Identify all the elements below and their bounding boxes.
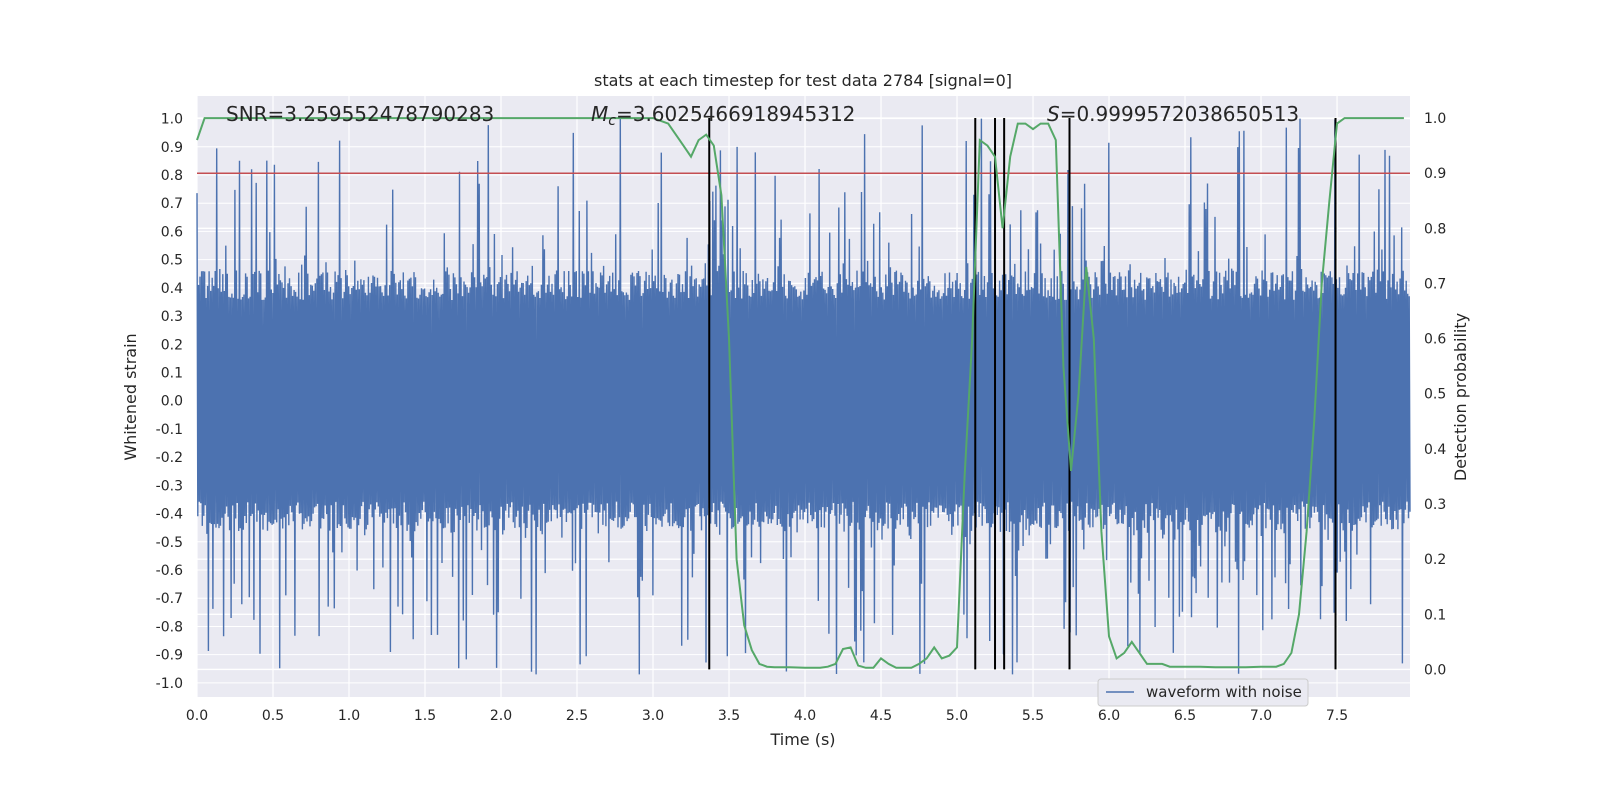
y-tick-label: 0.7 [161,196,183,212]
y-tick-label: 1.0 [161,112,183,128]
x-tick-label: 2.0 [490,708,512,724]
y-tick-label: -0.9 [156,648,183,664]
axis-tick-labels: 0.0 0.5 1.0 1.5 2.0 2.5 3.0 3.5 4.0 4.5 5.0 5.5 6.0 6… [156,111,1447,724]
x-tick-label: 1.5 [414,708,436,724]
chart-title: stats at each timestep for test data 278… [594,71,1012,90]
y-tick-label: 0.9 [161,140,183,156]
y-tick-label: 0.0 [161,394,183,410]
y-tick-label: -0.7 [156,591,183,607]
y-axis-right-label: Detection probability [1451,313,1470,481]
y-tick-label: 0.3 [161,309,183,325]
y-right-tick-label: 0.7 [1424,276,1446,292]
x-tick-label: 0.0 [186,708,208,724]
y-right-tick-label: 0.0 [1424,662,1446,678]
y-right-tick-label: 0.6 [1424,332,1446,348]
y-tick-label: 0.8 [161,168,183,184]
y-tick-label: -0.8 [156,619,183,635]
x-tick-label: 3.5 [718,708,740,724]
snr-annotation: SNR=3.259552478790283 [226,102,494,126]
y-tick-label: 0.5 [161,253,183,269]
x-tick-label: 0.5 [262,708,284,724]
probability-series [196,117,1404,669]
y-tick-label: -0.2 [156,450,183,466]
x-tick-label: 5.5 [1022,708,1044,724]
y-right-tick-label: 0.3 [1424,497,1446,513]
x-tick-label: 6.5 [1174,708,1196,724]
x-tick-label: 7.0 [1250,708,1272,724]
waveform-line [196,118,1411,675]
y-right-tick-label: 0.4 [1424,442,1446,458]
x-tick-label: 4.5 [870,708,892,724]
x-tick-label: 2.5 [566,708,588,724]
x-axis-label: Time (s) [769,730,835,749]
x-tick-label: 3.0 [642,708,664,724]
y-right-tick-label: 0.5 [1424,387,1446,403]
legend-box [1097,678,1309,707]
y-right-tick-label: 0.9 [1424,166,1446,182]
y-tick-label: 0.2 [161,337,183,353]
y-tick-label: -0.4 [156,507,183,523]
y-right-tick-label: 0.8 [1424,221,1446,237]
x-tick-label: 5.0 [946,708,968,724]
legend: waveform with noise [1097,678,1309,707]
score-annotation: S=0.9999572038650513 [1047,102,1299,126]
y-tick-label: -0.1 [156,422,183,438]
y-tick-label: -0.3 [156,478,183,494]
waveform-series [196,118,1411,675]
y-tick-label: 0.4 [161,281,183,297]
y-tick-label: 0.6 [161,224,183,240]
y-tick-label: -0.5 [156,535,183,551]
y-tick-label: -0.6 [156,563,183,579]
y-tick-label: 0.1 [161,366,183,382]
y-right-tick-label: 0.1 [1424,607,1446,623]
y-right-tick-label: 1.0 [1424,111,1446,127]
legend-entry-waveform: waveform with noise [1146,683,1302,701]
probability-line [196,117,1404,669]
x-tick-label: 4.0 [794,708,816,724]
x-tick-label: 1.0 [338,708,360,724]
chirp-mass-annotation: Mc=3.6025466918945312 [591,102,855,129]
y-tick-label: -1.0 [156,676,183,692]
x-tick-label: 6.0 [1098,708,1120,724]
x-tick-label: 7.5 [1326,708,1348,724]
y-axis-label: Whitened strain [121,333,140,460]
y-right-tick-label: 0.2 [1424,552,1446,568]
